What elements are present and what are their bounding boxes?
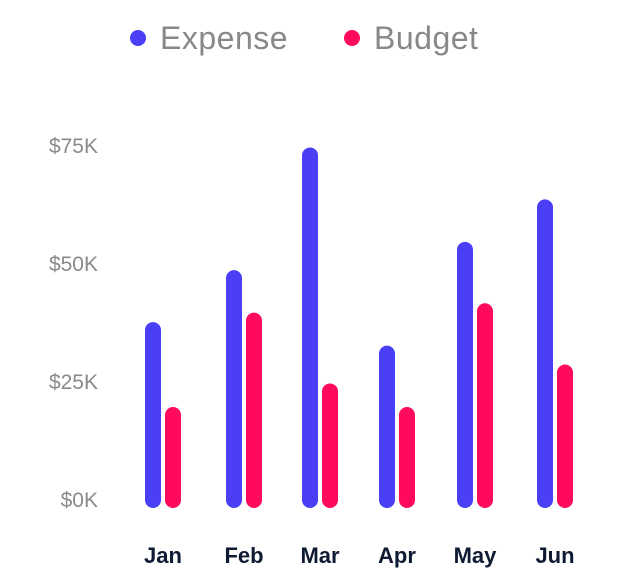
legend-label-expense: Expense bbox=[160, 19, 289, 56]
bar-budget-feb[interactable] bbox=[246, 312, 262, 508]
y-tick-label: $75K bbox=[49, 135, 98, 158]
bar-budget-jan[interactable] bbox=[165, 407, 181, 508]
x-tick-label: Jan bbox=[144, 543, 182, 568]
x-tick-label: Feb bbox=[224, 543, 263, 568]
bar-budget-may[interactable] bbox=[477, 303, 493, 508]
bar-budget-apr[interactable] bbox=[399, 407, 415, 508]
legend-marker-budget bbox=[344, 30, 360, 46]
chart-legend: Expense Budget bbox=[0, 18, 621, 58]
bar-expense-feb[interactable] bbox=[226, 270, 242, 508]
legend-item-budget[interactable]: Budget bbox=[344, 18, 478, 58]
x-tick-label: Apr bbox=[378, 543, 416, 568]
legend-item-expense[interactable]: Expense bbox=[130, 18, 288, 58]
legend-label-budget: Budget bbox=[374, 19, 479, 56]
bar-budget-mar[interactable] bbox=[322, 383, 338, 508]
y-tick-label: $50K bbox=[49, 253, 98, 276]
y-tick-label: $0K bbox=[61, 489, 98, 512]
y-tick-label: $25K bbox=[49, 371, 98, 394]
bar-expense-mar[interactable] bbox=[302, 147, 318, 508]
bar-expense-jun[interactable] bbox=[537, 199, 553, 509]
bar-expense-jan[interactable] bbox=[145, 322, 161, 508]
x-tick-label: May bbox=[454, 543, 498, 568]
legend-marker-expense bbox=[130, 30, 146, 46]
x-tick-label: Jun bbox=[535, 543, 574, 568]
x-tick-label: Mar bbox=[300, 543, 340, 568]
bar-expense-may[interactable] bbox=[457, 241, 473, 508]
bar-expense-apr[interactable] bbox=[379, 345, 395, 508]
bar-budget-jun[interactable] bbox=[557, 364, 573, 508]
